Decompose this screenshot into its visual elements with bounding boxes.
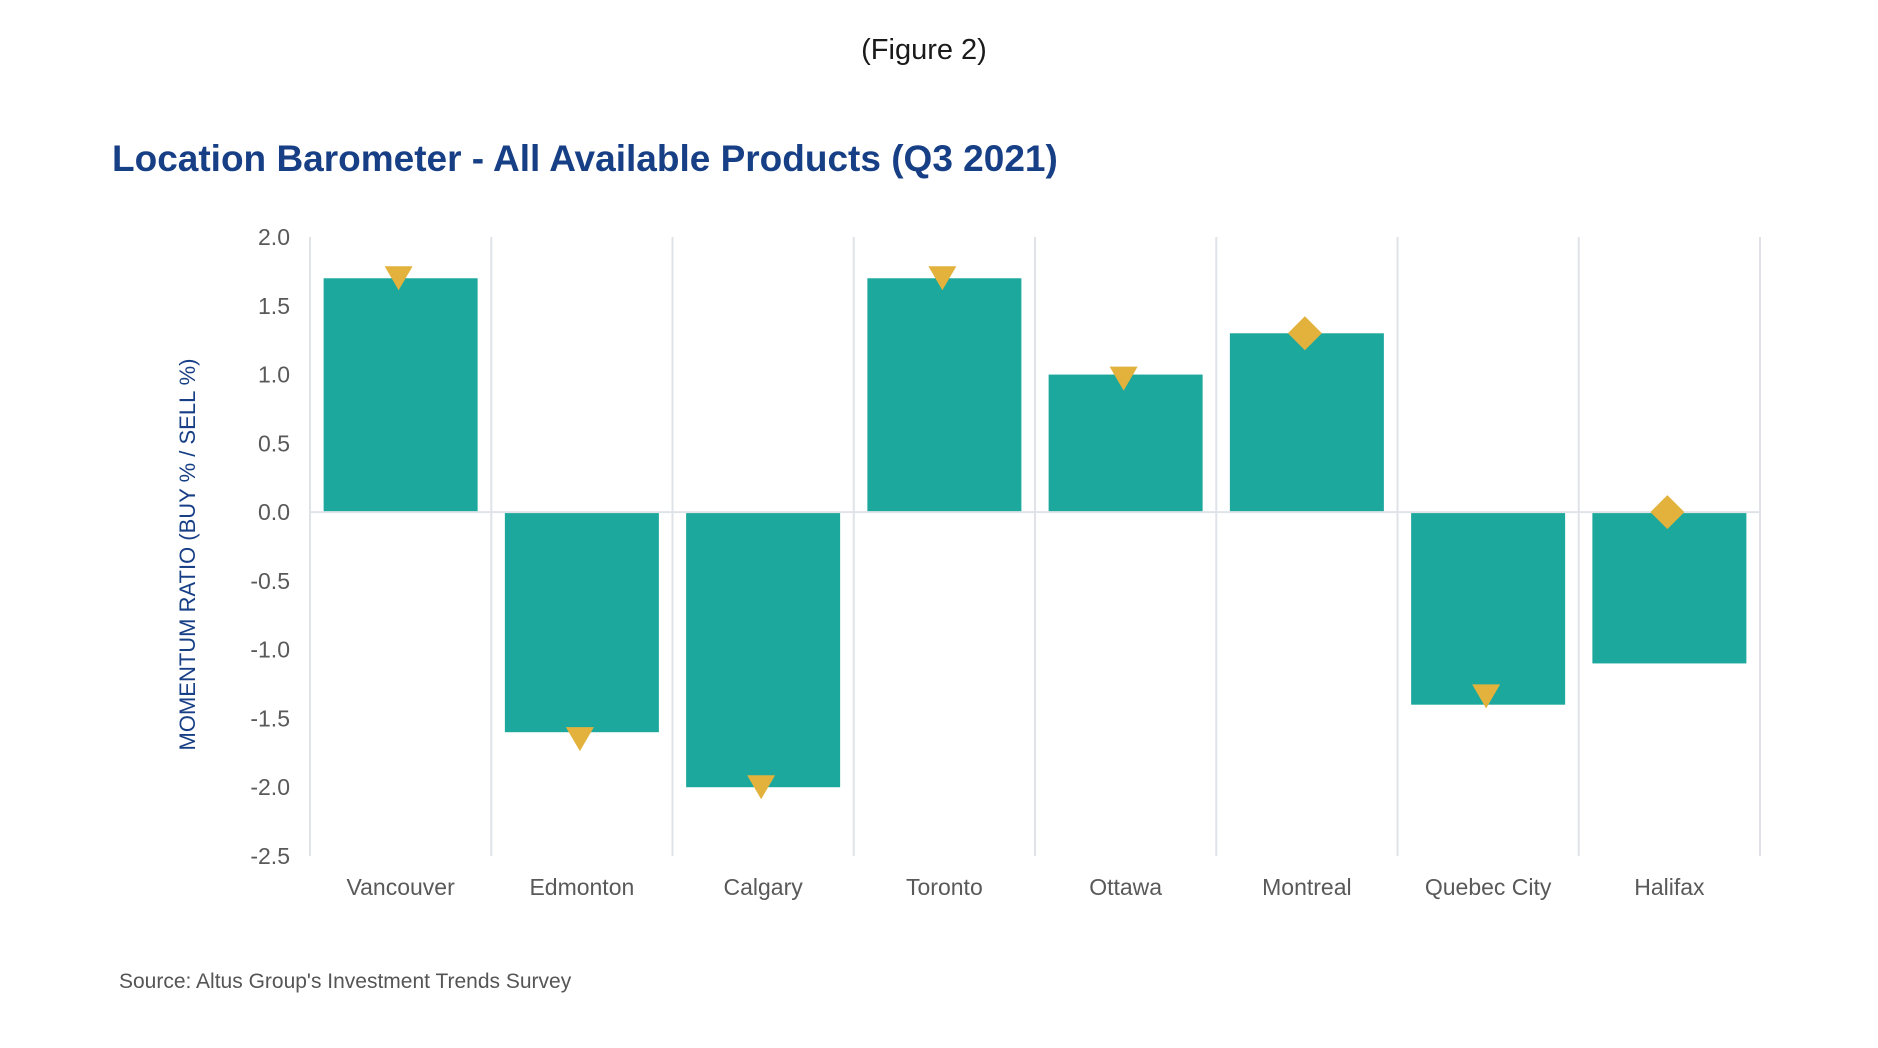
x-category-label: Quebec City bbox=[1425, 874, 1552, 900]
y-tick-label: -1.5 bbox=[250, 705, 290, 731]
y-tick-label: 2.0 bbox=[258, 224, 290, 250]
marker-calgary bbox=[747, 775, 776, 800]
x-category-label: Montreal bbox=[1262, 874, 1351, 900]
figure-caption: (Figure 2) bbox=[861, 34, 987, 66]
bar-ottawa bbox=[1048, 374, 1203, 513]
grid-layer bbox=[309, 237, 1761, 856]
marker-toronto bbox=[928, 266, 957, 291]
x-category-label: Edmonton bbox=[529, 874, 634, 900]
x-category-labels: Vancouver Edmonton Calgary Toronto Ottawa Mon… bbox=[346, 874, 1705, 900]
x-category-label: Halifax bbox=[1634, 874, 1705, 900]
bar-layer bbox=[323, 278, 1747, 788]
bar-calgary bbox=[686, 512, 841, 788]
x-category-label: Toronto bbox=[906, 874, 983, 900]
chart-title: Location Barometer - All Available Produ… bbox=[112, 138, 1058, 179]
y-tick-label: -0.5 bbox=[250, 568, 290, 594]
marker-ottawa bbox=[1109, 366, 1138, 391]
y-tick-label: 1.5 bbox=[258, 293, 290, 319]
x-category-label: Calgary bbox=[723, 874, 803, 900]
bar-toronto bbox=[867, 278, 1022, 513]
bar-montreal bbox=[1229, 333, 1384, 513]
y-tick-label: 0.0 bbox=[258, 499, 290, 525]
marker-quebec-city bbox=[1472, 684, 1501, 709]
y-tick-label: 1.0 bbox=[258, 362, 290, 388]
y-tick-label: 0.5 bbox=[258, 430, 290, 456]
marker-montreal bbox=[1287, 316, 1322, 351]
x-category-label: Vancouver bbox=[346, 874, 455, 900]
x-category-label: Ottawa bbox=[1089, 874, 1162, 900]
y-axis-title: MOMENTUM RATIO (BUY % / SELL %) bbox=[175, 359, 200, 751]
marker-edmonton bbox=[565, 727, 594, 752]
bar-halifax bbox=[1592, 512, 1747, 664]
bar-quebec-city bbox=[1411, 512, 1566, 705]
marker-vancouver bbox=[384, 266, 413, 291]
y-tick-labels: 2.0 1.5 1.0 0.5 0.0 -0.5 -1.0 -1.5 -2.0 -2.5 bbox=[250, 224, 290, 869]
marker-halifax bbox=[1650, 495, 1685, 530]
bar-edmonton bbox=[504, 512, 659, 733]
y-tick-label: -2.0 bbox=[250, 774, 290, 800]
bar-vancouver bbox=[323, 278, 478, 513]
y-tick-label: -1.0 bbox=[250, 637, 290, 663]
source-note: Source: Altus Group's Investment Trends … bbox=[119, 970, 572, 993]
y-tick-label: -2.5 bbox=[250, 843, 290, 869]
marker-layer bbox=[384, 266, 1685, 800]
